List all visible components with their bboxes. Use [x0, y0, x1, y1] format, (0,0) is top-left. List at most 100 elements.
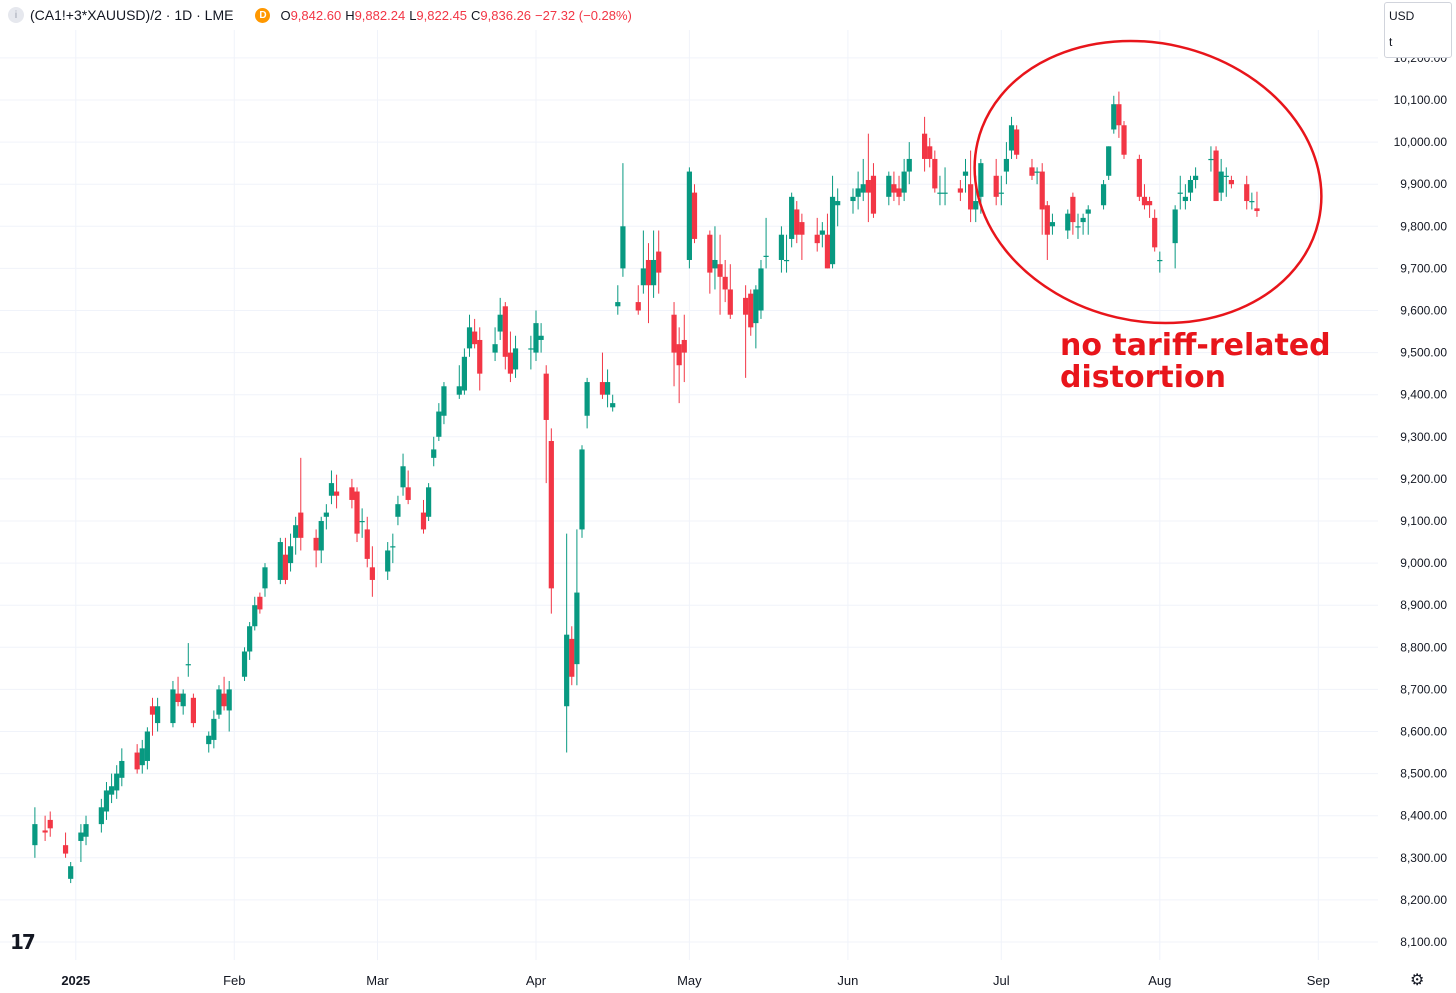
y-tick-label: 8,100.00	[1400, 935, 1447, 949]
candle-body	[134, 752, 140, 770]
y-tick-label: 10,100.00	[1394, 93, 1448, 107]
candle-body	[758, 268, 764, 311]
candle	[47, 811, 53, 837]
candle	[144, 727, 150, 770]
candle	[175, 676, 181, 707]
symbol-info-icon[interactable]: i	[8, 7, 24, 23]
candle-body	[1218, 171, 1224, 193]
candle-body	[681, 339, 687, 353]
candle-body	[139, 748, 145, 766]
candle	[538, 323, 544, 353]
candle-body	[1121, 125, 1127, 155]
candle-body	[937, 192, 943, 194]
candle-body	[400, 466, 406, 488]
annotation-text: no tariff-related distortion	[1060, 330, 1331, 394]
candle	[921, 116, 928, 172]
candle-body	[108, 786, 115, 795]
candle	[610, 394, 616, 412]
candle-body	[364, 529, 370, 559]
unit-label[interactable]: t	[1389, 35, 1393, 49]
candle	[323, 504, 329, 530]
candle-body	[1039, 171, 1045, 210]
candle	[226, 680, 232, 732]
candle-body	[615, 302, 621, 307]
candle	[783, 234, 790, 273]
candle-body	[548, 441, 554, 589]
candle	[620, 163, 626, 277]
close-value: C9,836.26	[471, 7, 532, 23]
candle-body	[1228, 179, 1234, 185]
gear-icon[interactable]: ⚙	[1410, 972, 1425, 989]
candle-body	[635, 302, 641, 311]
candle-body	[829, 196, 836, 265]
price-axis[interactable]: 8,100.00 8,200.00 8,300.00 8,400.00 8,500.00…	[1394, 51, 1448, 949]
x-tick-label: Apr	[526, 973, 547, 988]
tradingview-logo[interactable]: 17	[10, 930, 36, 954]
candle	[896, 175, 902, 206]
candle	[108, 773, 115, 804]
candle-body	[538, 335, 544, 340]
candle-body	[369, 567, 375, 580]
candle	[604, 369, 611, 408]
candle-body	[1136, 158, 1142, 197]
candle	[472, 318, 478, 349]
candle	[835, 188, 841, 227]
time-axis[interactable]: 2025 Feb Mar Apr May Jun Jul Aug Sep	[61, 973, 1330, 988]
candle-body	[645, 259, 652, 286]
candle-body	[753, 289, 759, 324]
candle	[1157, 251, 1163, 273]
delayed-data-badge[interactable]: D	[255, 7, 271, 23]
candle-body	[865, 179, 871, 193]
candle-body	[420, 512, 427, 530]
y-tick-label: 8,800.00	[1400, 640, 1447, 654]
candle-body	[1141, 196, 1148, 206]
candle	[656, 230, 662, 294]
candle	[1193, 167, 1199, 189]
candle	[712, 226, 718, 290]
y-tick-label: 8,900.00	[1400, 598, 1447, 612]
candle-body	[221, 693, 227, 707]
x-tick-label: Feb	[223, 973, 245, 988]
currency-unit-selector[interactable]: USD t	[1384, 2, 1452, 58]
candle-body	[1152, 217, 1158, 248]
candle-body	[180, 693, 186, 707]
candle	[543, 365, 549, 484]
candle-body	[461, 356, 468, 391]
candle	[748, 289, 754, 336]
candle-body	[978, 163, 984, 197]
highlight-ellipse	[973, 39, 1323, 325]
currency-label[interactable]: USD	[1389, 9, 1415, 23]
low-value: L9,822.45	[409, 7, 468, 23]
candle	[1136, 154, 1142, 202]
candle	[865, 133, 871, 223]
candle-body	[676, 344, 682, 366]
symbol-title[interactable]: (CA1!+3*XAUUSD)/2 · 1D · LME	[30, 7, 234, 23]
candle-body	[466, 327, 473, 349]
candle	[1187, 175, 1194, 202]
candle	[461, 348, 468, 395]
candle-body	[42, 830, 48, 833]
candle-body	[1157, 259, 1163, 262]
candle	[502, 302, 508, 370]
candle	[1177, 175, 1183, 210]
candle-body	[942, 192, 948, 194]
candle-body	[1193, 175, 1199, 180]
candle-body	[1146, 201, 1153, 206]
candle-body	[824, 234, 831, 269]
candle-body	[1029, 167, 1035, 176]
candle	[68, 862, 74, 884]
x-tick-label: 2025	[61, 973, 90, 988]
x-tick-label: May	[677, 973, 702, 988]
candle	[1172, 205, 1178, 269]
candle-body	[98, 807, 104, 825]
candle-body	[170, 689, 176, 724]
candle-body	[277, 542, 283, 580]
candle-body	[405, 487, 411, 500]
candle	[778, 226, 785, 273]
candle	[185, 643, 191, 677]
candle-body	[574, 592, 580, 665]
candle	[1034, 167, 1040, 185]
candle	[891, 171, 897, 202]
x-tick-label: Jun	[837, 973, 858, 988]
